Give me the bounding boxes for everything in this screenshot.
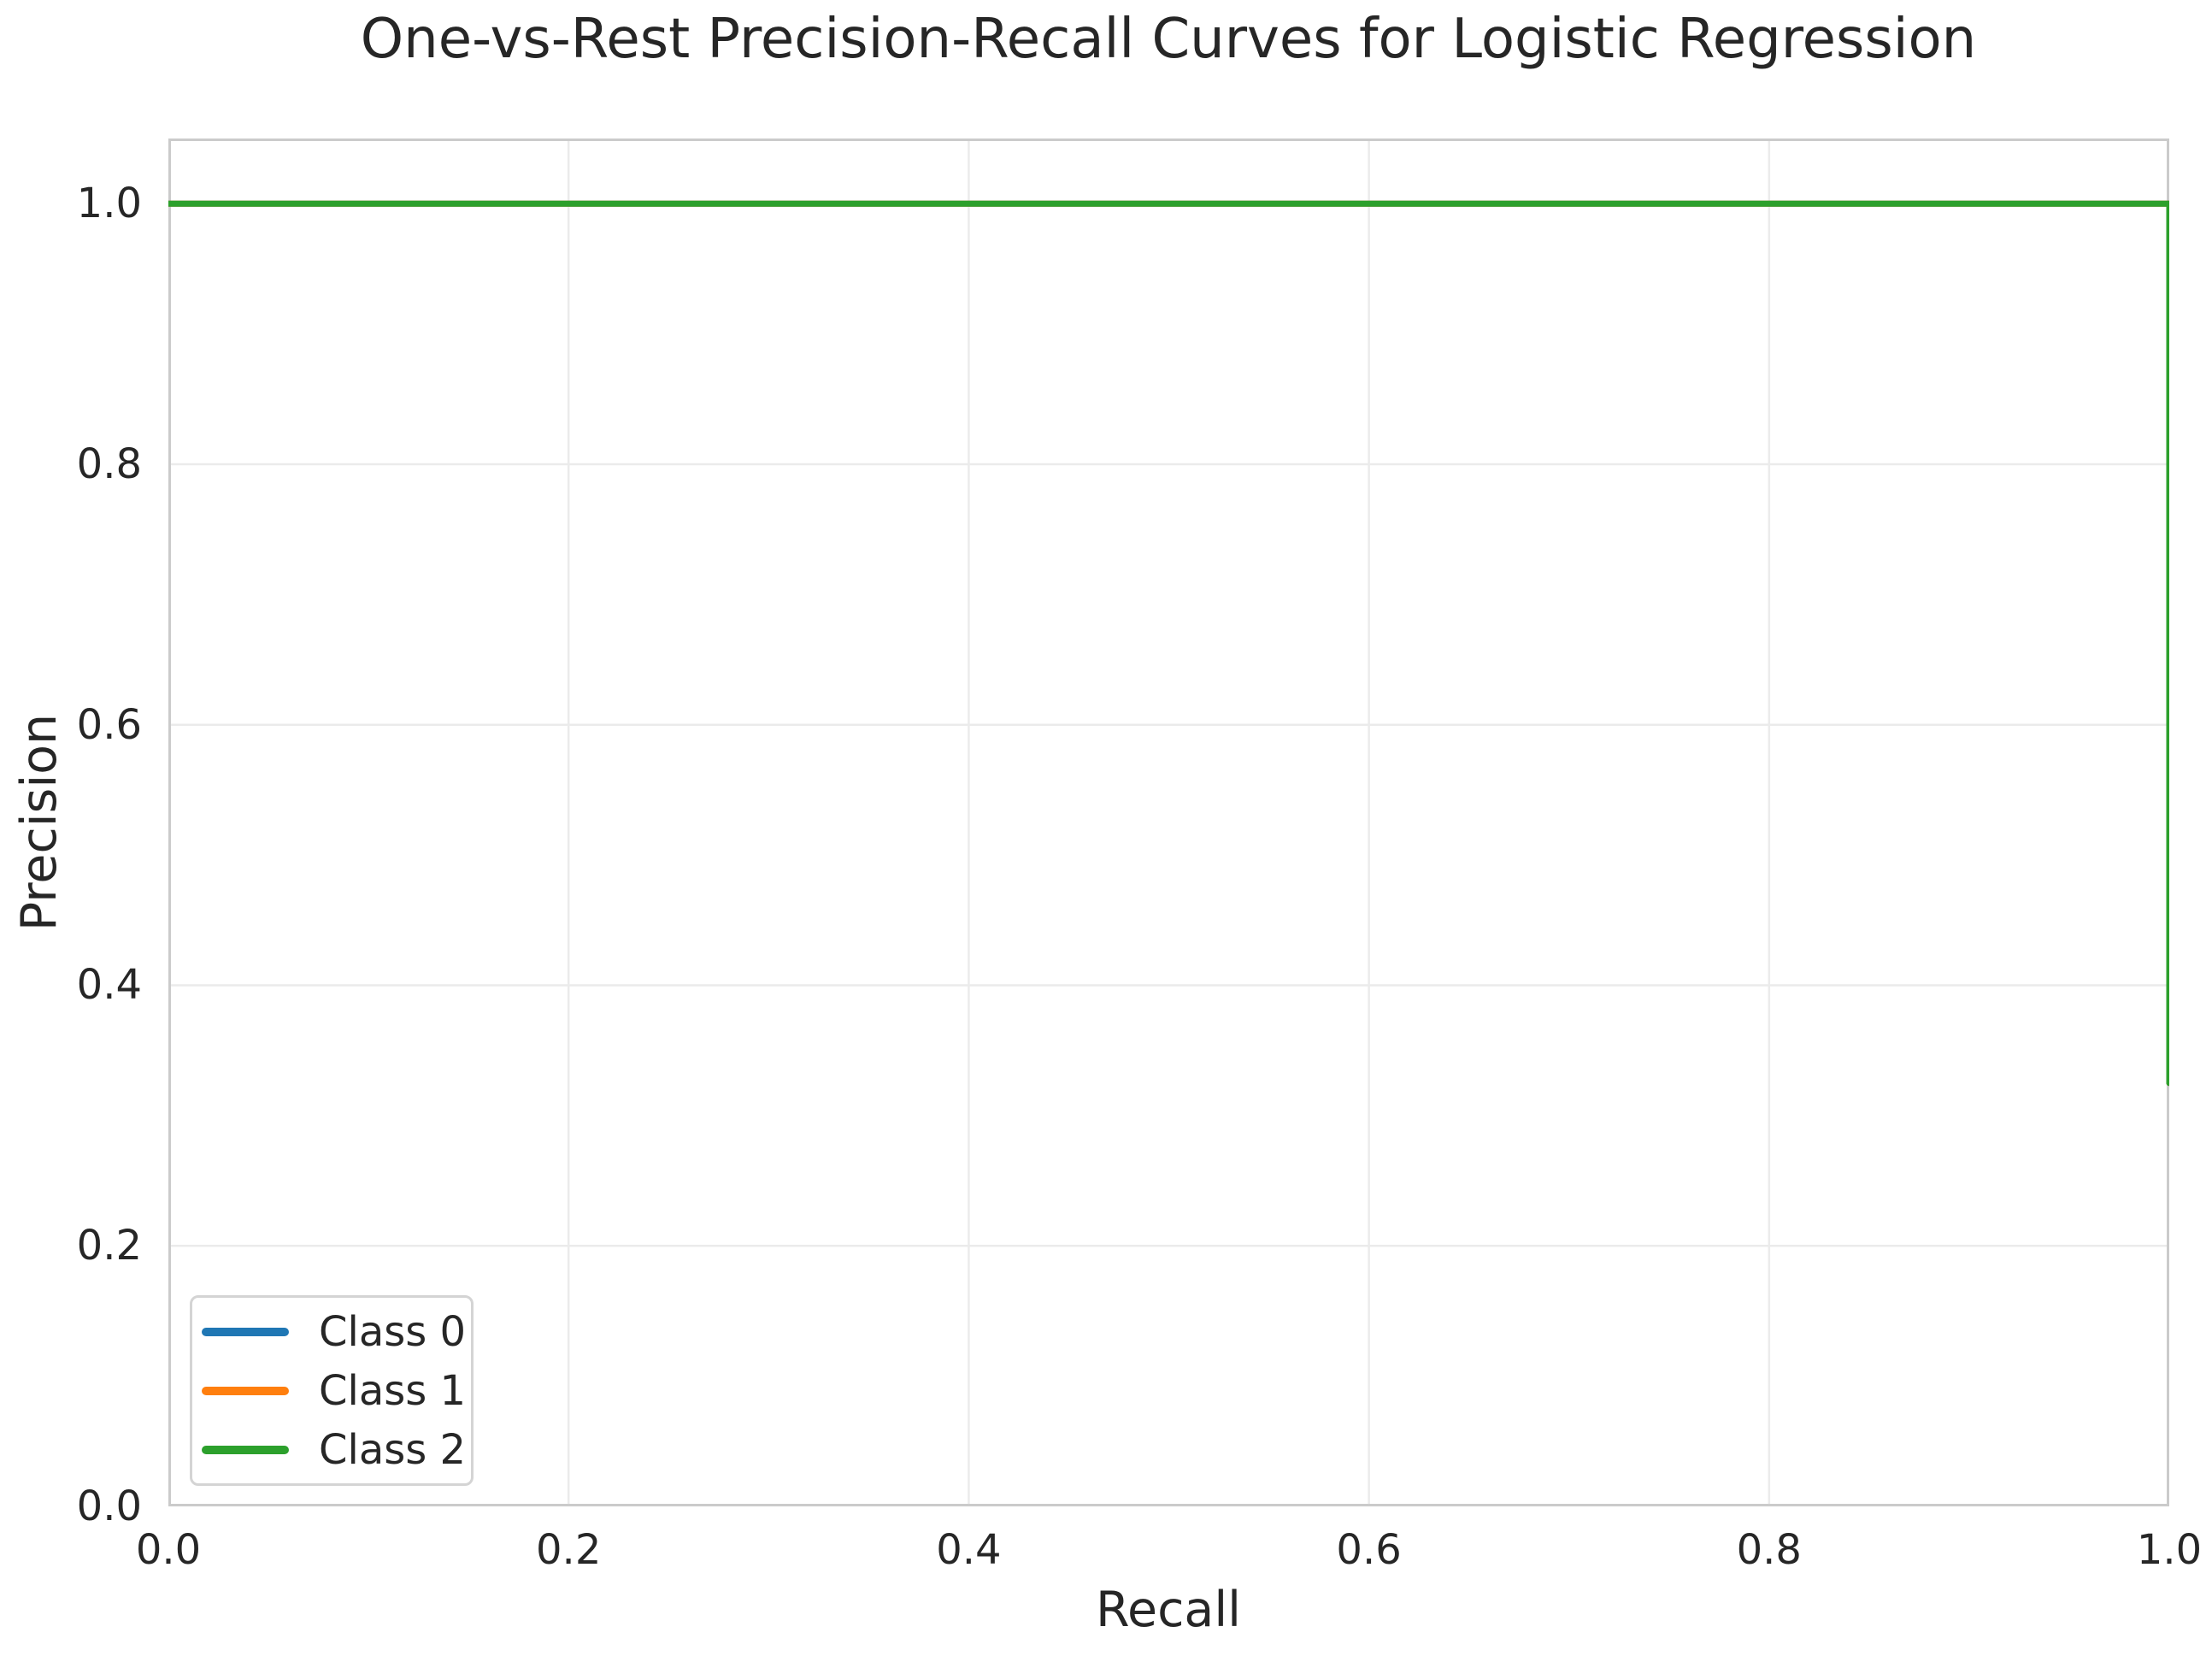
legend-line-swatch (202, 1386, 289, 1395)
plot-area (168, 138, 2169, 1506)
y-tick-label: 0.2 (76, 1222, 142, 1270)
series-line-2 (168, 200, 2169, 1087)
x-tick-label: 0.4 (936, 1526, 1002, 1574)
y-tick-label: 0.6 (76, 700, 142, 749)
legend-label: Class 0 (319, 1307, 467, 1356)
plot-background (168, 138, 2169, 1506)
legend: Class 0 Class 1 Class 2 (190, 1295, 474, 1486)
legend-entry: Class 0 (192, 1302, 471, 1361)
legend-line-swatch (202, 1445, 289, 1454)
legend-entry: Class 2 (192, 1420, 471, 1479)
x-tick-label: 0.2 (536, 1526, 602, 1574)
legend-label: Class 1 (319, 1366, 467, 1415)
x-axis-label: Recall (1095, 1582, 1242, 1638)
y-tick-label: 0.8 (76, 439, 142, 488)
legend-line-swatch (202, 1327, 289, 1336)
y-tick-label: 0.0 (76, 1482, 142, 1530)
legend-entry: Class 1 (192, 1361, 471, 1420)
y-tick-label: 1.0 (76, 180, 142, 228)
x-tick-label: 0.8 (1736, 1526, 1802, 1574)
legend-label: Class 2 (319, 1425, 467, 1474)
x-tick-label: 0.6 (1336, 1526, 1402, 1574)
y-tick-label: 0.4 (76, 961, 142, 1010)
chart-title: One-vs-Rest Precision-Recall Curves for … (360, 8, 1977, 71)
x-tick-label: 0.0 (135, 1526, 202, 1574)
x-tick-label: 1.0 (2136, 1526, 2203, 1574)
